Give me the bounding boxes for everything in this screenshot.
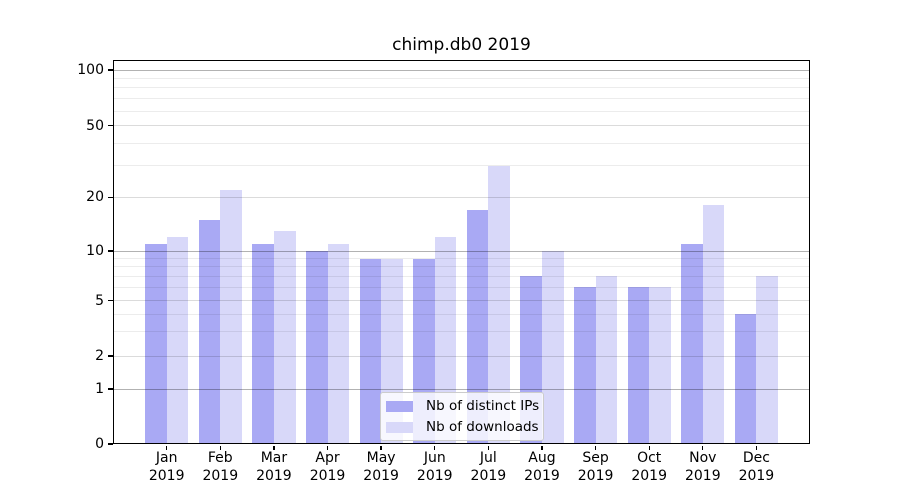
bar-nb-of-downloads-oct-2019: [649, 287, 671, 444]
bar-nb-of-distinct-ips-jan-2019: [145, 243, 167, 444]
x-axis-tick-sep-2019: [594, 445, 597, 450]
bar-nb-of-downloads-apr-2019: [327, 243, 350, 444]
bar-nb-of-downloads-sep-2019: [595, 276, 618, 444]
bar-nb-of-downloads-aug-2019: [541, 251, 564, 444]
gridline-50: [114, 125, 809, 127]
y-tick-label-5: 5: [95, 292, 104, 309]
x-axis-tick-jul-2019: [487, 445, 489, 450]
y-axis-tick-2: [108, 355, 113, 357]
gridline-minor-7: [114, 275, 809, 277]
gridline-minor-80: [114, 87, 809, 89]
x-tick-label-sep-2019: Sep 2019: [577, 450, 614, 484]
gridline-20: [114, 196, 809, 198]
y-tick-label-50: 50: [86, 117, 104, 134]
bar-nb-of-distinct-ips-may-2019: [359, 258, 382, 444]
bar-nb-of-downloads-dec-2019: [756, 276, 778, 444]
gridline-5: [114, 300, 809, 301]
gridline-2: [114, 355, 809, 357]
y-axis-tick-10: [108, 250, 113, 252]
legend-item-distinct-ips: Nb of distinct IPs: [386, 397, 540, 415]
gridline-minor-60: [114, 110, 809, 112]
bar-nb-of-downloads-jul-2019: [488, 165, 510, 444]
bar-nb-of-downloads-jan-2019: [166, 236, 189, 444]
bar-nb-of-distinct-ips-feb-2019: [198, 219, 221, 444]
x-axis-tick-mar-2019: [273, 445, 275, 450]
x-tick-label-dec-2019: Dec 2019: [738, 450, 775, 484]
y-axis-tick-5: [108, 299, 113, 302]
y-tick-label-2: 2: [95, 348, 104, 364]
gridline-minor-3: [114, 330, 809, 332]
gridline-minor-4: [114, 313, 809, 315]
x-axis-tick-aug-2019: [541, 445, 543, 450]
x-tick-label-mar-2019: Mar 2019: [256, 450, 292, 484]
x-tick-label-jul-2019: Jul 2019: [470, 450, 507, 484]
y-axis-tick-50: [108, 125, 113, 127]
x-axis-tick-jan-2019: [166, 445, 168, 450]
x-tick-label-apr-2019: Apr 2019: [309, 450, 346, 484]
x-tick-label-jan-2019: Jan 2019: [148, 450, 185, 484]
bar-nb-of-downloads-mar-2019: [273, 230, 296, 444]
bar-nb-of-distinct-ips-nov-2019: [681, 243, 703, 444]
gridline-major-10: [114, 250, 809, 252]
x-tick-label-nov-2019: Nov 2019: [684, 450, 721, 484]
x-tick-label-oct-2019: Oct 2019: [631, 450, 667, 484]
bar-nb-of-distinct-ips-mar-2019: [252, 243, 274, 444]
legend-label-downloads: Nb of downloads: [426, 419, 539, 435]
gridline-minor-6: [114, 286, 809, 288]
gridline-major-100: [114, 69, 809, 71]
y-tick-label-20: 20: [86, 189, 104, 206]
y-tick-label-1: 1: [95, 381, 104, 397]
x-axis-tick-apr-2019: [326, 445, 329, 450]
legend-item-downloads: Nb of downloads: [386, 418, 539, 436]
gridline-minor-40: [114, 142, 809, 144]
legend-swatch-distinct-ips: [386, 400, 413, 412]
legend: Nb of distinct IPs Nb of downloads: [380, 392, 544, 441]
bar-nb-of-distinct-ips-sep-2019: [573, 287, 596, 444]
bar-nb-of-distinct-ips-oct-2019: [627, 287, 650, 444]
y-tick-label-100: 100: [77, 62, 104, 78]
y-tick-label-0: 0: [95, 436, 104, 452]
x-tick-label-jun-2019: Jun 2019: [416, 450, 453, 484]
bar-nb-of-downloads-nov-2019: [702, 205, 725, 444]
y-axis-tick-0: [108, 443, 113, 445]
chart-title: chimp.db0 2019: [392, 35, 531, 55]
gridline-minor-70: [114, 98, 809, 100]
gridline-major-1: [114, 388, 809, 390]
legend-swatch-downloads: [386, 421, 413, 433]
x-axis-tick-may-2019: [380, 445, 382, 450]
bar-nb-of-distinct-ips-dec-2019: [734, 314, 757, 444]
y-axis-tick-20: [108, 196, 113, 198]
y-tick-label-10: 10: [86, 243, 104, 259]
x-tick-label-may-2019: May 2019: [363, 450, 399, 484]
x-axis-tick-jun-2019: [434, 445, 436, 450]
gridline-minor-90: [114, 77, 809, 79]
x-axis-tick-feb-2019: [219, 445, 221, 450]
bar-nb-of-distinct-ips-jul-2019: [466, 209, 489, 444]
gridline-minor-30: [114, 165, 809, 167]
x-tick-label-aug-2019: Aug 2019: [524, 450, 560, 484]
gridline-minor-8: [114, 266, 809, 268]
y-axis-tick-1: [108, 388, 113, 390]
x-axis-tick-oct-2019: [648, 445, 650, 450]
bar-nb-of-distinct-ips-apr-2019: [305, 251, 328, 444]
x-tick-label-feb-2019: Feb 2019: [202, 450, 239, 484]
legend-label-distinct-ips: Nb of distinct IPs: [426, 398, 540, 414]
x-axis-tick-nov-2019: [702, 445, 704, 450]
bar-nb-of-downloads-feb-2019: [220, 189, 242, 444]
y-axis-tick-100: [108, 69, 113, 71]
x-axis-tick-dec-2019: [755, 445, 758, 450]
gridline-minor-9: [114, 258, 809, 260]
